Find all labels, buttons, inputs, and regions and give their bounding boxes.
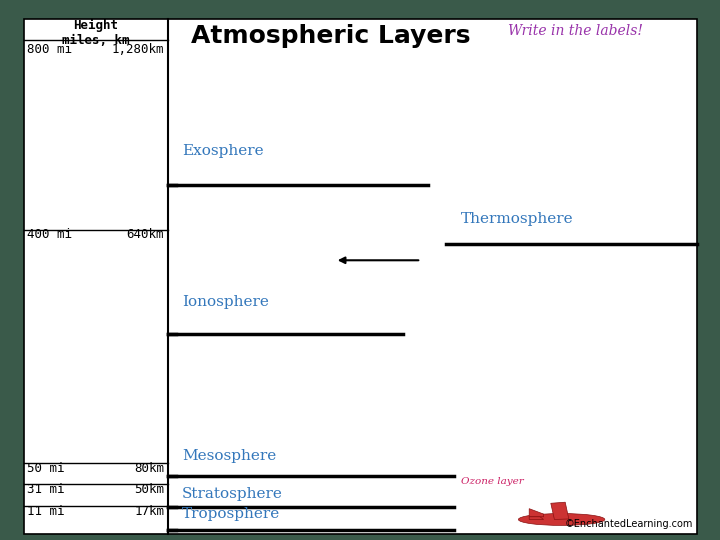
Text: 800 mi: 800 mi: [27, 43, 72, 56]
Polygon shape: [529, 509, 544, 517]
Text: Mesosphere: Mesosphere: [182, 449, 276, 463]
Text: Height
miles, km: Height miles, km: [62, 19, 130, 47]
Polygon shape: [551, 502, 569, 519]
Text: Ionosphere: Ionosphere: [182, 295, 269, 309]
Text: Troposphere: Troposphere: [182, 507, 280, 521]
Text: 17km: 17km: [134, 505, 164, 518]
Text: ©EnchantedLearning.com: ©EnchantedLearning.com: [565, 519, 693, 529]
Text: Stratosphere: Stratosphere: [182, 487, 283, 501]
Text: 31 mi: 31 mi: [27, 483, 65, 496]
Text: 50km: 50km: [134, 483, 164, 496]
Text: 50 mi: 50 mi: [27, 462, 65, 475]
Text: Thermosphere: Thermosphere: [461, 212, 573, 226]
Text: 80km: 80km: [134, 462, 164, 475]
Text: 1,280km: 1,280km: [112, 43, 164, 56]
Text: Ozone layer: Ozone layer: [461, 477, 523, 486]
Polygon shape: [529, 517, 544, 519]
Text: Atmospheric Layers: Atmospheric Layers: [192, 24, 471, 48]
Text: 11 mi: 11 mi: [27, 505, 65, 518]
Text: 400 mi: 400 mi: [27, 228, 72, 241]
Ellipse shape: [518, 514, 605, 525]
Text: Write in the labels!: Write in the labels!: [508, 24, 644, 38]
Text: Exosphere: Exosphere: [182, 144, 264, 158]
Text: 640km: 640km: [127, 228, 164, 241]
